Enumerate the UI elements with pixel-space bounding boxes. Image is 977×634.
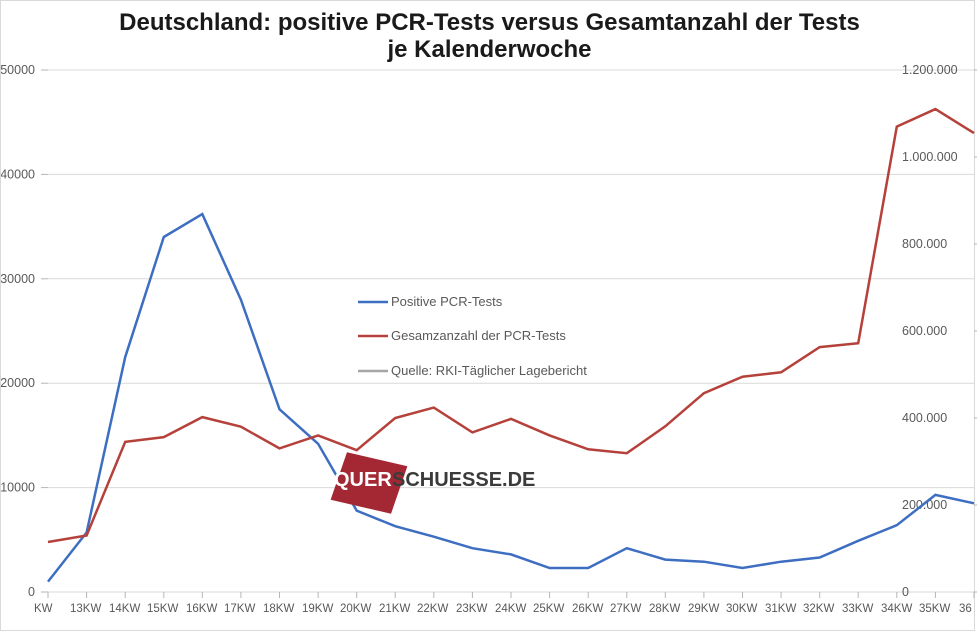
svg-text:22KW: 22KW [417, 603, 448, 615]
svg-text:Positive PCR-Tests: Positive PCR-Tests [391, 294, 503, 309]
svg-text:21KW: 21KW [379, 603, 410, 615]
svg-text:20000: 20000 [1, 376, 35, 390]
svg-text:33KW: 33KW [842, 603, 873, 615]
svg-text:34KW: 34KW [881, 603, 912, 615]
svg-text:16KW: 16KW [186, 603, 217, 615]
svg-text:32KW: 32KW [803, 603, 834, 615]
svg-text:50000: 50000 [1, 63, 35, 77]
svg-text:0: 0 [902, 585, 909, 599]
svg-text:35KW: 35KW [919, 603, 950, 615]
svg-text:31KW: 31KW [765, 603, 796, 615]
svg-text:29KW: 29KW [688, 603, 719, 615]
svg-text:30KW: 30KW [726, 603, 757, 615]
svg-text:26KW: 26KW [572, 603, 603, 615]
svg-text:30000: 30000 [1, 272, 35, 286]
svg-text:24KW: 24KW [495, 603, 526, 615]
svg-text:18KW: 18KW [263, 603, 294, 615]
svg-text:14KW: 14KW [109, 603, 140, 615]
svg-text:36: 36 [959, 603, 972, 615]
svg-text:KW: KW [34, 603, 53, 615]
svg-text:Gesamzanzahl der PCR-Tests: Gesamzanzahl der PCR-Tests [391, 328, 566, 343]
svg-text:28KW: 28KW [649, 603, 680, 615]
svg-text:200.000: 200.000 [902, 498, 947, 512]
svg-text:19KW: 19KW [302, 603, 333, 615]
svg-text:13KW: 13KW [70, 603, 101, 615]
svg-text:1.000.000: 1.000.000 [902, 150, 958, 164]
svg-text:40000: 40000 [1, 167, 35, 181]
svg-text:10000: 10000 [1, 481, 35, 495]
svg-text:15KW: 15KW [147, 603, 178, 615]
svg-text:800.000: 800.000 [902, 237, 947, 251]
svg-text:17KW: 17KW [224, 603, 255, 615]
svg-text:23KW: 23KW [456, 603, 487, 615]
svg-text:0: 0 [28, 585, 35, 599]
svg-text:600.000: 600.000 [902, 324, 947, 338]
svg-text:Quelle: RKI-Täglicher Lageberi: Quelle: RKI-Täglicher Lagebericht [391, 363, 587, 378]
svg-text:20KW: 20KW [340, 603, 371, 615]
svg-text:25KW: 25KW [533, 603, 564, 615]
svg-text:400.000: 400.000 [902, 411, 947, 425]
svg-text:1.200.000: 1.200.000 [902, 63, 958, 77]
svg-text:27KW: 27KW [610, 603, 641, 615]
